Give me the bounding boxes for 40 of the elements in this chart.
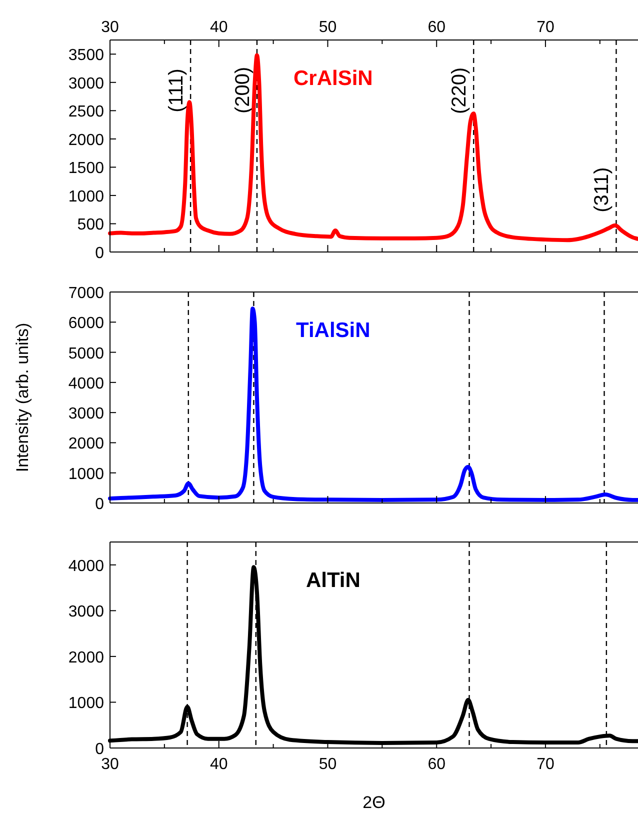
y-tick-label: 0 bbox=[95, 496, 104, 513]
x-tick-label: 40 bbox=[210, 756, 228, 773]
x-tick-label: 50 bbox=[318, 756, 337, 773]
series-label: CrAlSiN bbox=[293, 67, 373, 90]
x-axis-title: 2Θ bbox=[362, 793, 386, 812]
y-tick-label: 3500 bbox=[68, 47, 104, 64]
x2-tick-label: 50 bbox=[318, 19, 337, 36]
y-tick-label: 0 bbox=[95, 741, 104, 758]
y-tick-label: 2000 bbox=[68, 436, 104, 453]
y-tick-label: 6000 bbox=[68, 315, 104, 332]
annotation: (220) bbox=[448, 67, 471, 114]
y-tick-label: 4000 bbox=[68, 558, 104, 575]
y-tick-label: 3000 bbox=[68, 604, 104, 621]
y-tick-label: 1000 bbox=[68, 466, 104, 483]
annotation: (311) bbox=[591, 167, 614, 212]
y-tick-label: 5000 bbox=[68, 345, 104, 362]
text: AlTiN bbox=[306, 569, 360, 592]
annotation: (111) bbox=[166, 68, 188, 112]
x-tick-label: 70 bbox=[536, 756, 554, 773]
y-tick-label: 3000 bbox=[68, 406, 104, 423]
y-tick-label: 4000 bbox=[68, 375, 104, 392]
x2-tick-label: 60 bbox=[428, 19, 446, 36]
x2-tick-label: 70 bbox=[536, 19, 554, 36]
y-tick-label: 7000 bbox=[68, 285, 104, 302]
x-tick-label: 60 bbox=[428, 756, 446, 773]
x2-tick-label: 40 bbox=[210, 19, 228, 36]
y-tick-label: 1000 bbox=[68, 188, 104, 206]
y-tick-label: 500 bbox=[77, 216, 104, 234]
annotation: (200) bbox=[232, 66, 254, 114]
y-axis-title: Intensity (arb. units) bbox=[13, 322, 32, 472]
y-tick-label: 0 bbox=[95, 245, 104, 262]
series-label: TiAlSiN bbox=[296, 319, 370, 342]
y-tick-label: 2500 bbox=[68, 104, 104, 121]
x2-tick-label: 30 bbox=[101, 19, 119, 36]
y-tick-label: 1000 bbox=[68, 695, 104, 712]
x-tick-label: 30 bbox=[101, 756, 119, 773]
y-tick-label: 2000 bbox=[68, 649, 104, 666]
y-tick-label: 2000 bbox=[68, 132, 104, 149]
y-tick-label: 1500 bbox=[68, 160, 104, 178]
y-tick-label: 3000 bbox=[68, 75, 104, 92]
